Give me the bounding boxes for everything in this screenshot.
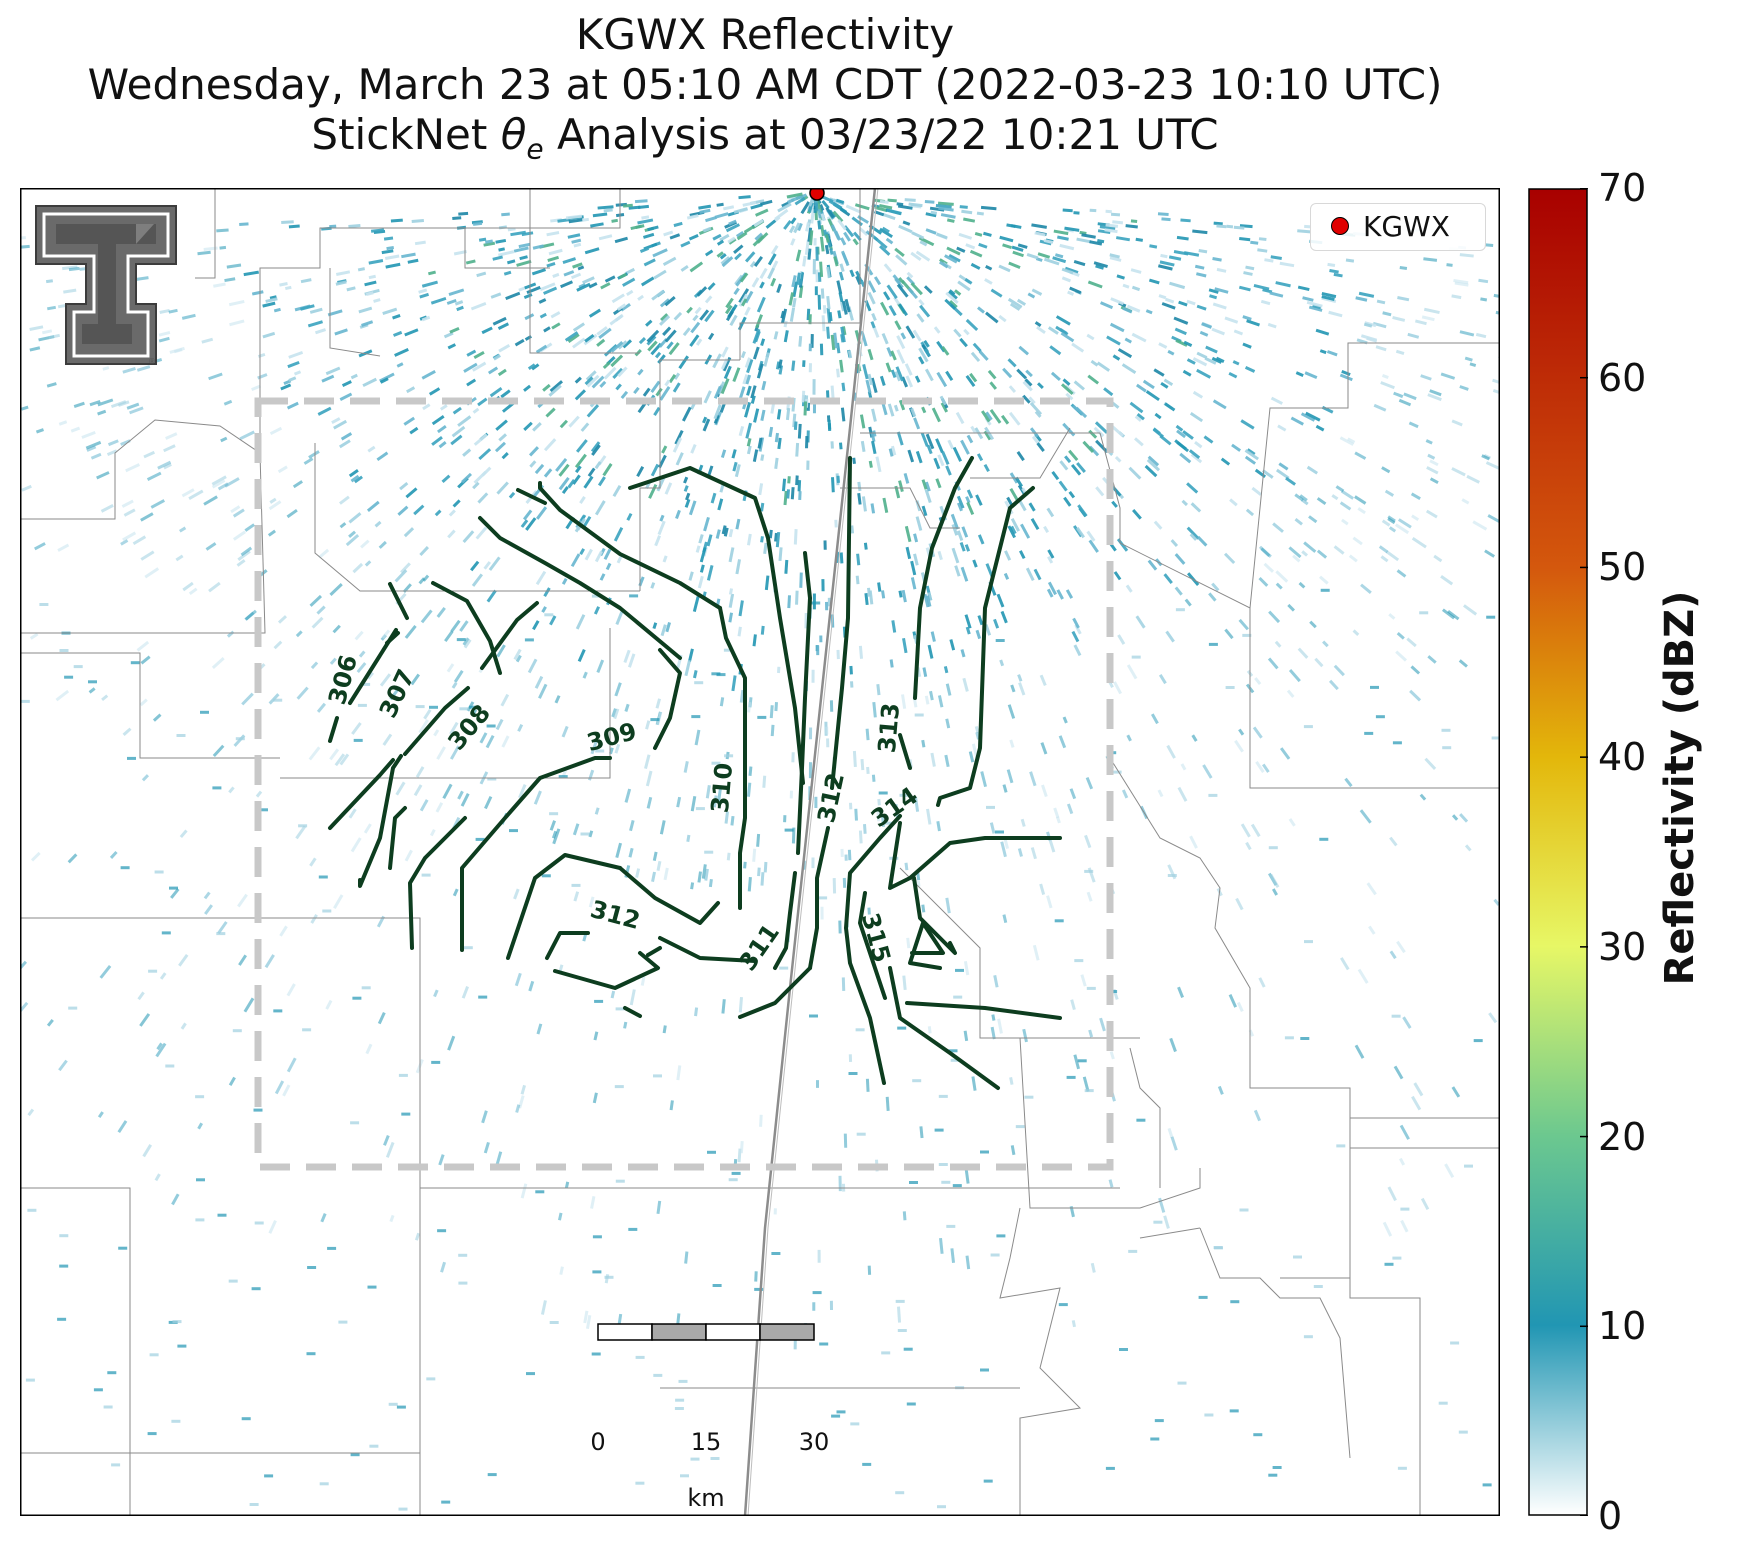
scale-bar (597, 1323, 815, 1341)
title-time: Wednesday, March 23 at 05:10 AM CDT (202… (87, 60, 1443, 109)
contour-label-307: 307 (374, 665, 421, 722)
colorbar-tick-70: 70 (1598, 166, 1647, 210)
reflectivity-echoes (20, 191, 1500, 1511)
scale-tick-0: 0 (590, 1428, 606, 1456)
scale-tick-15: 15 (690, 1428, 722, 1456)
legend-label: KGWX (1363, 210, 1450, 243)
interstate-road (743, 188, 879, 1516)
svg-text:®: ® (148, 357, 156, 366)
county-boundaries (20, 188, 1500, 1516)
colorbar-tick-10: 10 (1598, 1304, 1647, 1349)
title-radar: KGWX Reflectivity (575, 10, 955, 59)
contour-label-310: 310 (706, 762, 738, 814)
theta-e-contours (328, 456, 1062, 1090)
contour-label-309: 309 (584, 717, 640, 757)
colorbar-tick-20: 20 (1598, 1114, 1647, 1159)
radar-site-marker[interactable] (809, 188, 825, 201)
analysis-domain-box (254, 397, 1114, 1171)
contour-label-306: 306 (323, 652, 363, 708)
colorbar-tick-40: 40 (1598, 735, 1647, 780)
colorbar-tick-0: 0 (1598, 1494, 1623, 1538)
scale-tick-30: 30 (798, 1428, 830, 1456)
map-legend: KGWX (1310, 203, 1486, 251)
scale-unit: km (687, 1484, 725, 1512)
colorbar (1528, 188, 1588, 1516)
title-analysis: StickNet θe Analysis at 03/23/22 10:21 U… (311, 110, 1219, 166)
contour-label-314: 314 (866, 781, 923, 833)
contour-label-312: 312 (587, 895, 643, 935)
contour-label-315: 315 (856, 910, 896, 966)
contour-label-312: 312 (812, 770, 850, 825)
texas-tech-logo: ® (35, 205, 177, 366)
colorbar-tick-30: 30 (1598, 924, 1647, 969)
colorbar-tick-60: 60 (1598, 355, 1647, 400)
colorbar-tick-50: 50 (1598, 545, 1647, 590)
radar-marker-icon (1331, 217, 1349, 235)
contour-label-313: 313 (873, 702, 905, 754)
figure-title: KGWX Reflectivity Wednesday, March 23 at… (0, 10, 1530, 174)
